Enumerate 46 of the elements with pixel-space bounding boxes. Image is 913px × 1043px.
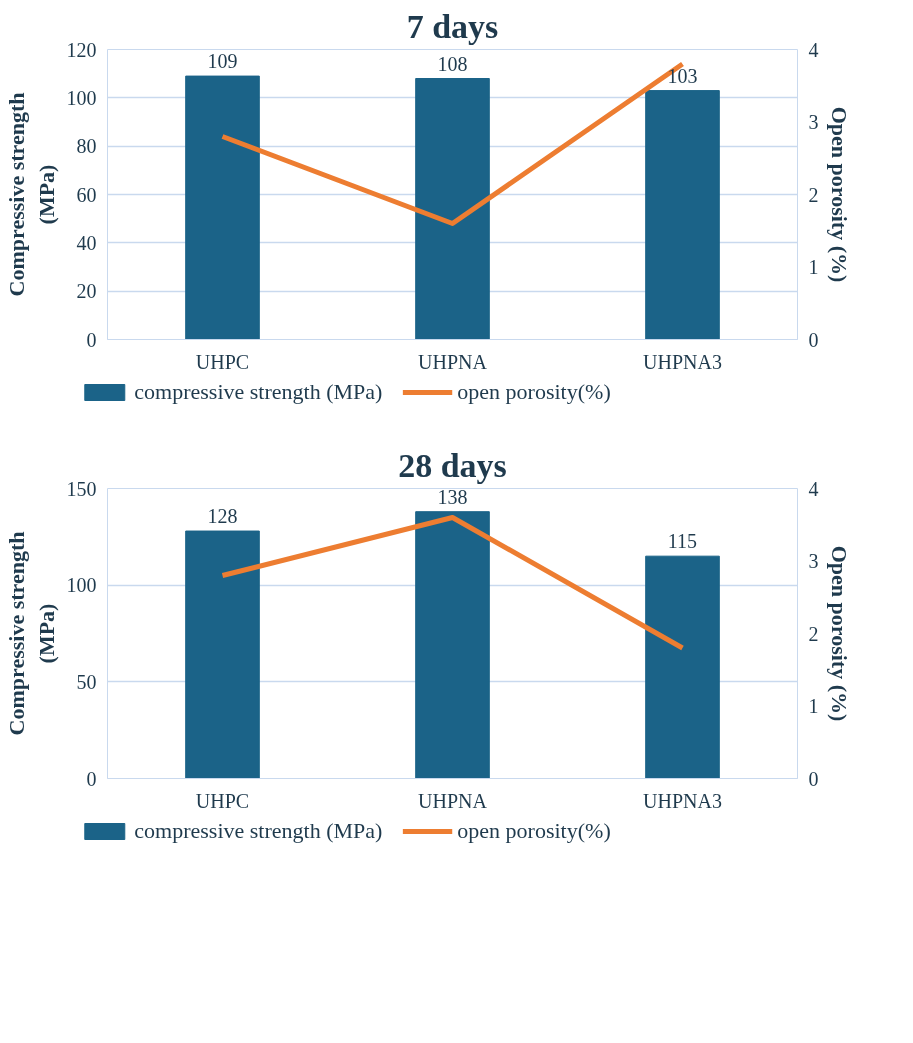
- y-tick-label: 100: [66, 86, 97, 109]
- legend-label: open porosity(%): [457, 379, 611, 405]
- y-tick-label: 60: [76, 183, 97, 206]
- y2-tick-label: 3: [808, 550, 819, 572]
- y-tick-label: 120: [66, 38, 97, 61]
- y2-tick-label: 4: [808, 477, 819, 500]
- y2-tick-label: 3: [808, 111, 819, 133]
- data-label: 115: [667, 530, 698, 553]
- y-tick-label: 20: [76, 280, 97, 303]
- chart-title: 28 days: [398, 446, 507, 484]
- x-tick-label: UHPNA: [418, 789, 488, 812]
- legend-label: compressive strength (MPa): [134, 379, 383, 405]
- y-tick-label: 40: [76, 231, 97, 254]
- x-tick-label: UHPC: [195, 789, 250, 812]
- y-tick-label: 80: [76, 135, 97, 158]
- y-tick-label: 0: [86, 328, 97, 351]
- data-label: 109: [207, 50, 238, 73]
- y-tick-label: 50: [76, 670, 97, 693]
- y-tick-label: 150: [66, 477, 97, 500]
- bar: [415, 511, 490, 779]
- y2-tick-label: 2: [808, 622, 819, 645]
- y2-axis-title: Open porosity (%): [826, 545, 852, 722]
- bar: [645, 555, 720, 779]
- legend-label: open porosity(%): [457, 818, 611, 844]
- y2-axis-title: Open porosity (%): [826, 106, 852, 283]
- data-label: 108: [437, 52, 468, 75]
- chart-title: 7 days: [406, 7, 499, 45]
- x-tick-label: UHPC: [195, 350, 250, 373]
- y-axis-title: Compressive strength (MPa): [3, 92, 59, 297]
- x-tick-label: UHPNA3: [643, 789, 722, 812]
- y2-tick-label: 4: [808, 38, 819, 61]
- y-tick-label: 100: [66, 574, 97, 597]
- y2-tick-label: 0: [808, 767, 819, 790]
- y-axis-title: Compressive strength (MPa): [3, 531, 59, 736]
- y2-tick-label: 1: [808, 256, 819, 278]
- y2-tick-label: 1: [808, 695, 819, 717]
- y-tick-label: 0: [86, 767, 97, 790]
- bar: [185, 530, 260, 779]
- data-label: 138: [437, 485, 468, 508]
- y2-tick-label: 2: [808, 183, 819, 206]
- y2-tick-label: 0: [808, 328, 819, 351]
- legend-label: compressive strength (MPa): [134, 818, 383, 844]
- x-tick-label: UHPNA3: [643, 350, 722, 373]
- data-label: 128: [207, 505, 238, 528]
- data-label: 103: [667, 64, 698, 87]
- x-tick-label: UHPNA: [418, 350, 488, 373]
